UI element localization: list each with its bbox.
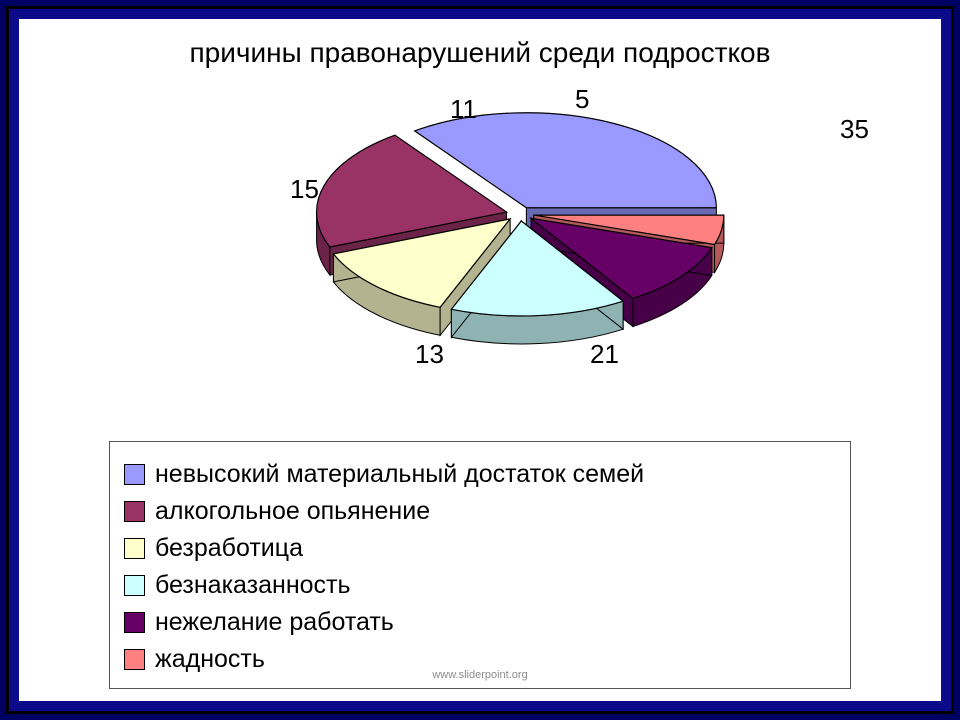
pie-data-label: 35	[840, 114, 869, 145]
slide-outer-frame: причины правонарушений среди подростков …	[0, 0, 960, 720]
pie-data-label: 21	[590, 339, 619, 370]
legend-swatch	[124, 464, 145, 485]
pie-chart-svg	[160, 79, 800, 379]
legend-item: жадность	[124, 645, 836, 674]
legend-label: нежелание работать	[155, 608, 394, 637]
legend-item: безнаказанность	[124, 571, 836, 600]
slide-inner-frame: причины правонарушений среди подростков …	[6, 6, 954, 714]
legend-item: невысокий материальный достаток семей	[124, 460, 836, 489]
legend-swatch	[124, 538, 145, 559]
pie-data-label: 13	[415, 339, 444, 370]
legend-swatch	[124, 501, 145, 522]
legend-label: безработица	[155, 534, 303, 563]
pie-data-label: 11	[450, 94, 477, 125]
legend-label: невысокий материальный достаток семей	[155, 460, 644, 489]
legend-item: безработица	[124, 534, 836, 563]
pie-chart: 35 21 13 15 11 5	[19, 79, 941, 379]
pie-data-label: 15	[290, 174, 319, 205]
legend-swatch	[124, 612, 145, 633]
legend-item: нежелание работать	[124, 608, 836, 637]
legend-swatch	[124, 649, 145, 670]
legend-label: безнаказанность	[155, 571, 351, 600]
legend: невысокий материальный достаток семей алк…	[109, 441, 851, 689]
legend-label: алкогольное опьянение	[155, 497, 430, 526]
pie-data-label: 5	[575, 84, 589, 115]
legend-swatch	[124, 575, 145, 596]
legend-item: алкогольное опьянение	[124, 497, 836, 526]
legend-label: жадность	[155, 645, 265, 674]
chart-title: причины правонарушений среди подростков	[19, 19, 941, 69]
slide-panel: причины правонарушений среди подростков …	[19, 19, 941, 701]
